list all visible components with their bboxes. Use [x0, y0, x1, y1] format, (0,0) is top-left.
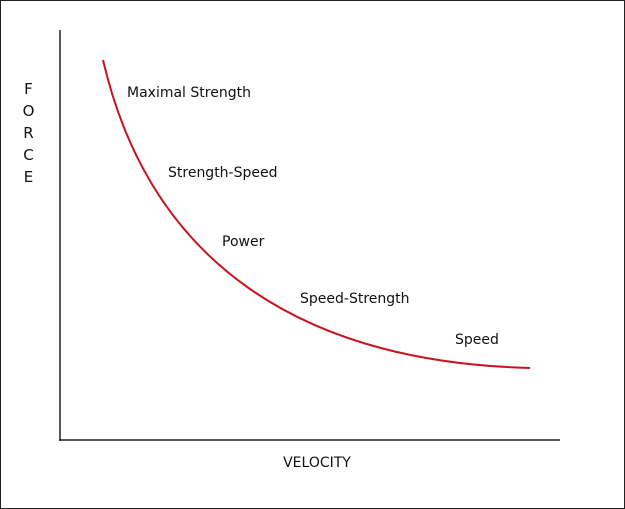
- zone-label: Speed: [455, 332, 499, 348]
- zone-label: Strength-Speed: [168, 165, 278, 181]
- x-axis-label: VELOCITY: [283, 455, 351, 471]
- zone-label: Power: [222, 234, 265, 250]
- zone-label: Maximal Strength: [127, 85, 251, 101]
- force-velocity-curve: [102, 59, 531, 369]
- zone-label: Speed-Strength: [300, 291, 410, 307]
- y-axis-label: FORCE: [20, 80, 38, 190]
